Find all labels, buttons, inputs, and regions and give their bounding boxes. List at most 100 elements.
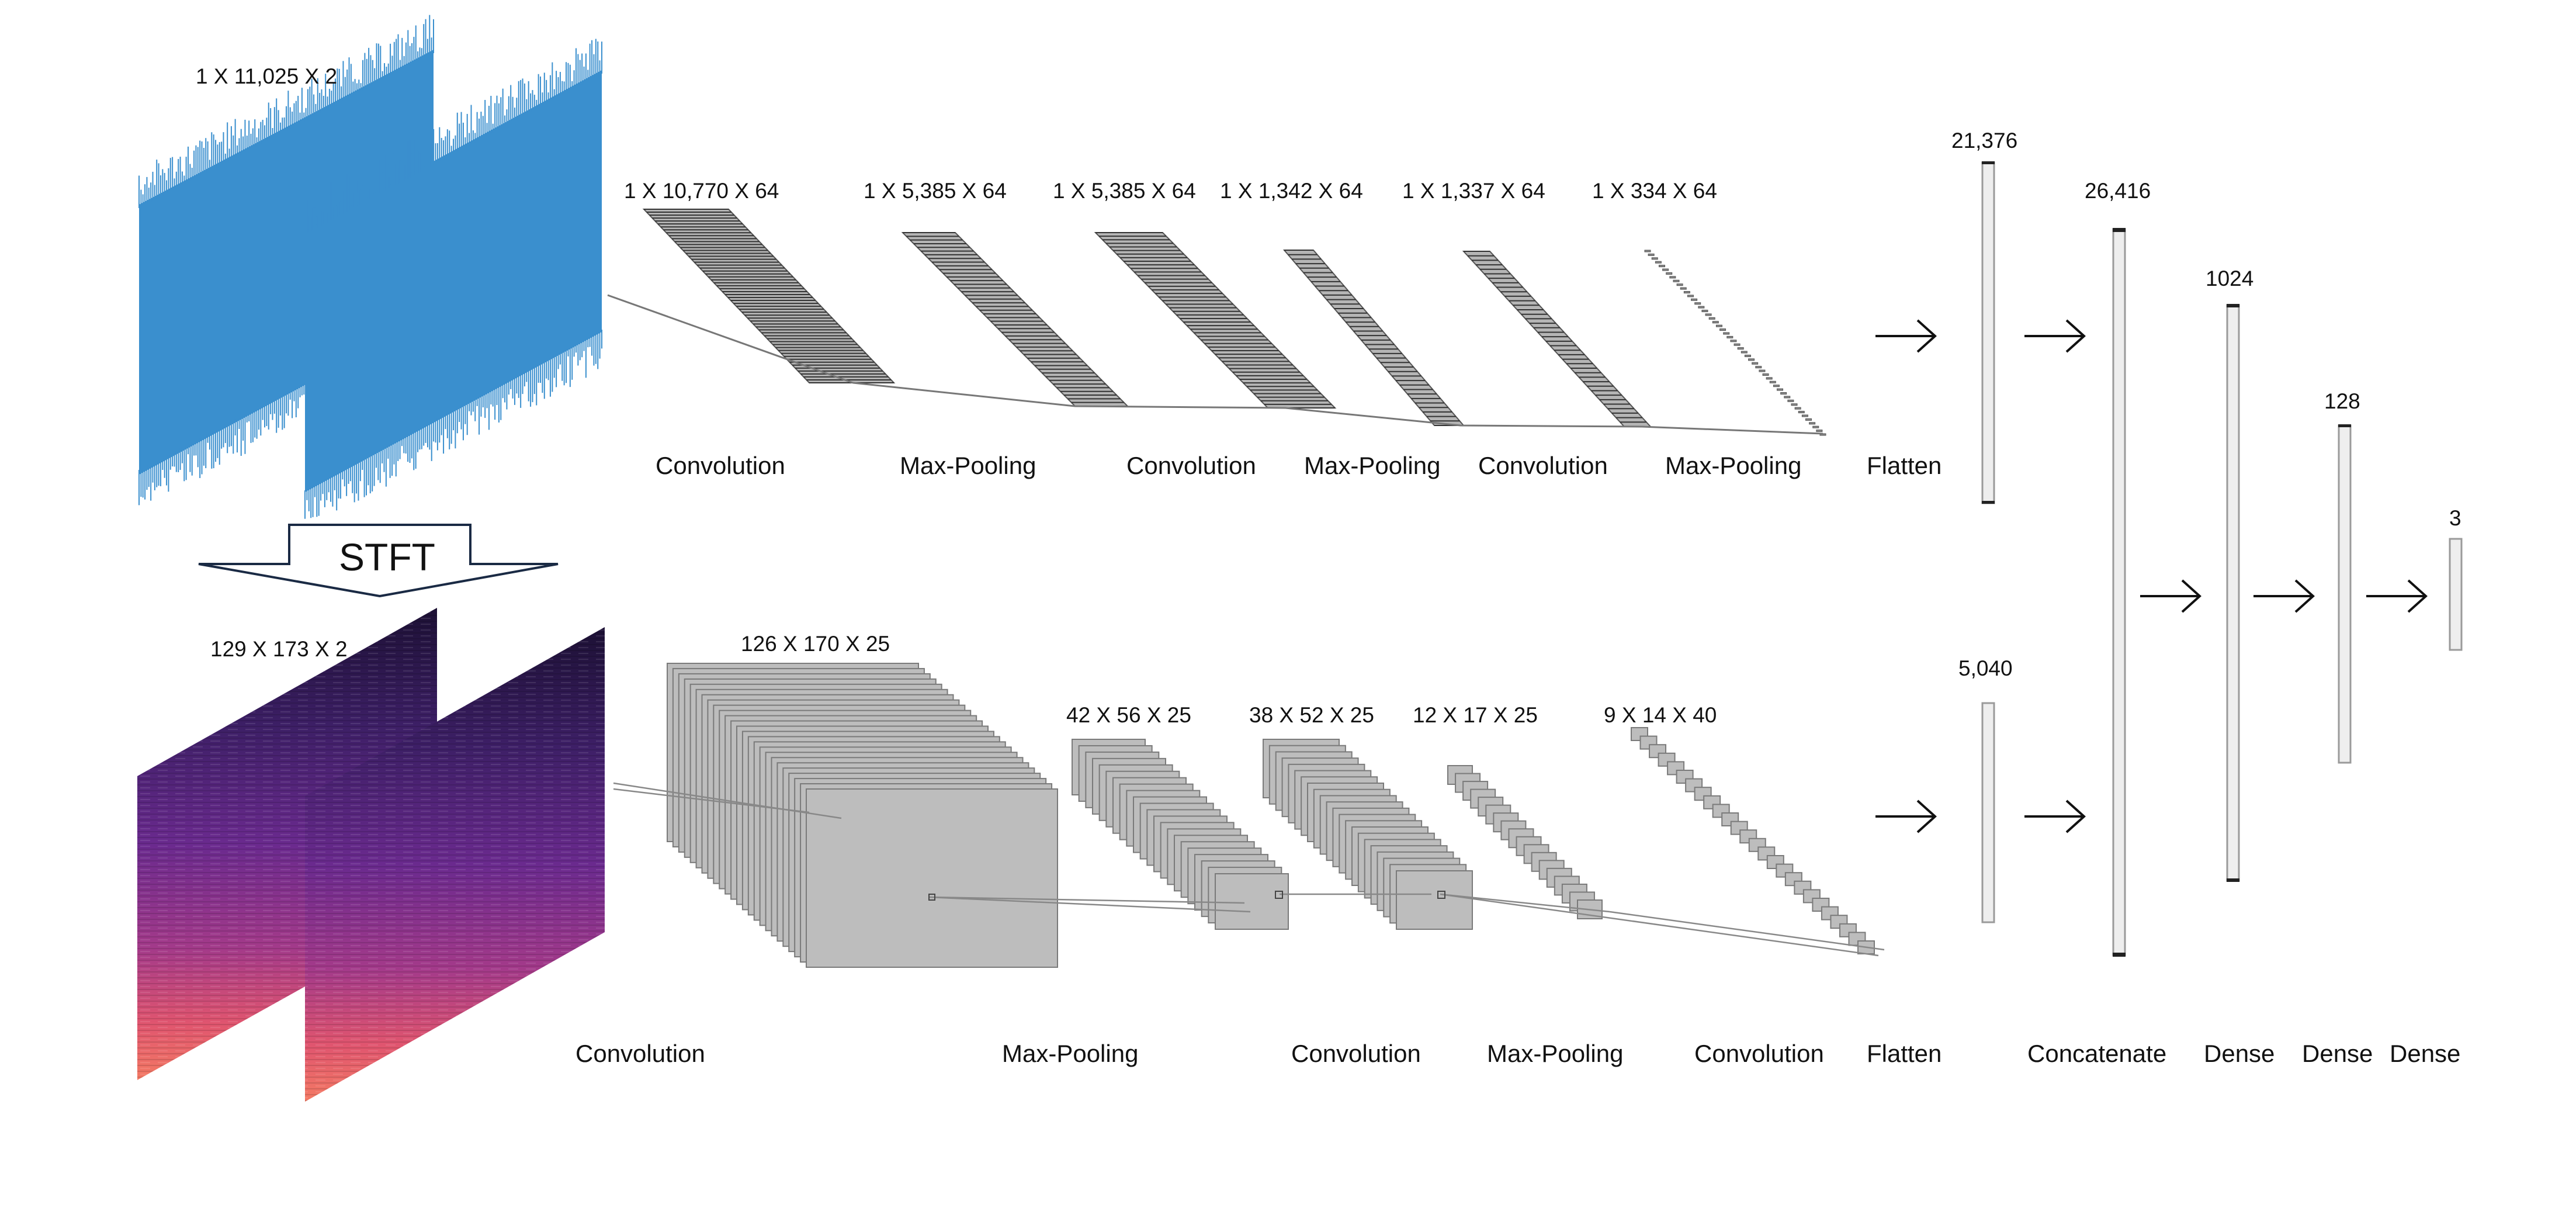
feature-map-slice — [1723, 332, 1730, 335]
feature-map-slice — [1687, 295, 1694, 297]
feature-map-slice — [1691, 298, 1698, 301]
feature-map-slice — [1655, 261, 1662, 264]
feature-map-slice — [1726, 335, 1733, 338]
feature-map-slice — [1812, 425, 1819, 428]
vector-cap — [2227, 878, 2239, 882]
stft-arrow — [198, 524, 559, 598]
bottom-stage-5-dims: 9 X 14 X 40 — [1604, 703, 1717, 727]
dense-3-label: Dense — [2390, 1040, 2461, 1067]
top-stage-2-label: Max-Pooling — [900, 452, 1036, 479]
feature-map-slab — [1462, 251, 1652, 427]
dense-1-label: Dense — [2204, 1040, 2275, 1067]
feature-map-slice — [1701, 310, 1708, 313]
feature-map-slice — [1755, 366, 1762, 369]
dense-2-label: Dense — [2302, 1040, 2373, 1067]
top-stage-4-label: Max-Pooling — [1304, 452, 1441, 479]
concatenate-label: Concatenate — [2027, 1040, 2167, 1067]
top-stage-3-label: Convolution — [1126, 452, 1256, 479]
bottom-feature-map-1 — [667, 663, 1058, 968]
feature-map-slice — [1759, 369, 1766, 372]
spectrogram-input — [137, 608, 605, 1102]
bottom-stage-2-label: Max-Pooling — [1002, 1040, 1139, 1067]
feature-map-slice — [1658, 265, 1665, 268]
feature-map-slice — [1794, 407, 1801, 410]
feature-map-slice — [1673, 279, 1680, 282]
bottom-flatten-label: Flatten — [1867, 1040, 1942, 1067]
bottom-branch-connectors — [613, 782, 1885, 957]
feature-map-slice — [1669, 276, 1676, 279]
arrow-icon — [2366, 579, 2428, 613]
vector-cap — [2338, 424, 2351, 427]
feature-map-slice — [1791, 403, 1798, 406]
top-flatten-size: 21,376 — [1951, 129, 2018, 153]
top-stage-2-dims: 1 X 5,385 X 64 — [864, 179, 1007, 203]
bottom-stage-1-label: Convolution — [575, 1040, 705, 1067]
bottom-stage-4-label: Max-Pooling — [1487, 1040, 1624, 1067]
waveform-spikes-front — [304, 39, 602, 519]
feature-map-slice — [1712, 321, 1719, 324]
feature-map-slice — [1766, 377, 1773, 380]
arrow-icon — [1875, 800, 1937, 833]
bottom-stage-5-label: Convolution — [1694, 1040, 1824, 1067]
dense-vector-128 — [2338, 424, 2352, 764]
feature-map-slice — [1694, 302, 1701, 305]
bottom-feature-map-4 — [1447, 765, 1603, 919]
feature-map-slice — [1744, 354, 1751, 357]
feature-map-slice — [1737, 347, 1744, 350]
vector-cap — [2113, 228, 2126, 232]
feature-map-slice — [1784, 396, 1791, 399]
feature-map-slice — [1666, 272, 1673, 275]
bottom-feature-map-3 — [1263, 739, 1473, 930]
feature-map-slice — [1798, 411, 1805, 414]
waveform-spikes-back — [138, 15, 434, 506]
arrow-icon — [2140, 579, 2201, 613]
feature-map-slice — [1780, 392, 1787, 395]
bottom-stage-3-dims: 38 X 52 X 25 — [1249, 703, 1374, 727]
bottom-stage-2-dims: 42 X 56 X 25 — [1066, 703, 1191, 727]
dense-vector-3 — [2449, 538, 2463, 651]
feature-map-slice — [1741, 351, 1748, 354]
vector-caps — [1982, 161, 2351, 957]
spectrogram-dims: 129 X 173 X 2 — [210, 637, 348, 661]
bottom-branch-layers — [613, 663, 1885, 968]
feature-map-slice — [1777, 388, 1784, 391]
bottom-stage-3-label: Convolution — [1291, 1040, 1421, 1067]
feature-map-slice — [1787, 399, 1794, 402]
feature-map-slice — [1773, 385, 1780, 387]
feature-map-slice — [1715, 324, 1722, 327]
bottom-stage-1-dims: 126 X 170 X 25 — [741, 632, 890, 656]
feature-map-box — [806, 788, 1058, 968]
feature-map-slice — [1748, 358, 1755, 361]
bottom-feature-map-5 — [1631, 727, 1875, 954]
top-stage-5-dims: 1 X 1,337 X 64 — [1402, 179, 1545, 203]
top-branch-layers — [607, 209, 1826, 436]
feature-map-slice — [1769, 380, 1776, 383]
conv-kernel-marker — [1437, 891, 1445, 899]
feature-map-slice — [1816, 430, 1823, 432]
top-feature-map-6 — [1644, 250, 1826, 436]
feature-map-slice — [1719, 328, 1726, 331]
top-feature-map-5 — [1462, 251, 1652, 427]
feature-map-slice — [1648, 253, 1655, 256]
feature-map-slice — [1662, 268, 1669, 271]
feature-map-slice — [1752, 362, 1759, 365]
arrow-icon — [2253, 579, 2315, 613]
concatenate-vector — [2112, 228, 2126, 956]
feature-map-slice — [1680, 287, 1687, 290]
arrow-icon — [2024, 800, 2086, 833]
feature-map-slice — [1651, 257, 1658, 260]
feature-map-slice — [1644, 250, 1651, 252]
vector-cap — [2113, 953, 2126, 957]
vector-cap — [2227, 304, 2239, 307]
top-feature-map-4 — [1282, 250, 1465, 426]
conv-kernel-marker — [928, 894, 935, 901]
top-feature-map-2 — [901, 232, 1129, 407]
waveform-channel-front — [305, 70, 602, 492]
top-stage-6-dims: 1 X 334 X 64 — [1592, 179, 1717, 203]
bottom-stage-4-dims: 12 X 17 X 25 — [1413, 703, 1538, 727]
feature-map-slice — [1708, 317, 1715, 320]
flow-arrows — [1875, 319, 2428, 833]
top-branch-connector — [607, 294, 1823, 435]
flatten-vector-bottom — [1981, 702, 1995, 923]
feature-map-slice — [1705, 313, 1712, 316]
